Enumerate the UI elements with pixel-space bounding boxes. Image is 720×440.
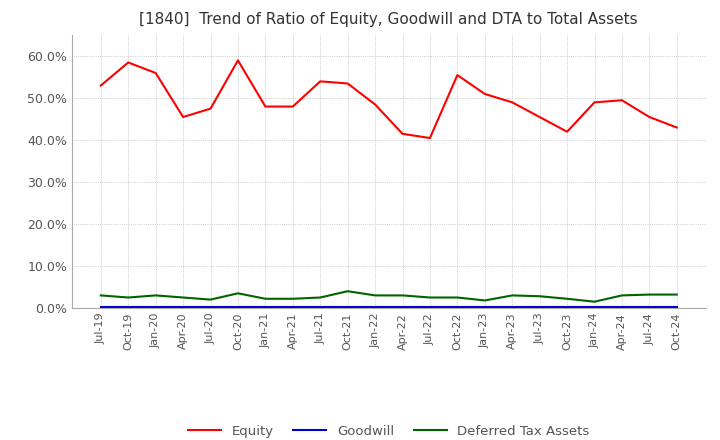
Equity — [453, 73, 462, 78]
Equity — [480, 92, 489, 97]
Deferred Tax Assets — [480, 298, 489, 303]
Goodwill — [480, 304, 489, 309]
Equity — [618, 98, 626, 103]
Equity — [343, 81, 352, 86]
Goodwill — [536, 304, 544, 309]
Goodwill — [590, 304, 599, 309]
Deferred Tax Assets — [124, 295, 132, 300]
Goodwill — [343, 304, 352, 309]
Goodwill — [453, 304, 462, 309]
Deferred Tax Assets — [453, 295, 462, 300]
Goodwill — [645, 304, 654, 309]
Goodwill — [426, 304, 434, 309]
Deferred Tax Assets — [536, 293, 544, 299]
Goodwill — [618, 304, 626, 309]
Equity — [590, 100, 599, 105]
Goodwill — [124, 304, 132, 309]
Goodwill — [179, 304, 187, 309]
Deferred Tax Assets — [179, 295, 187, 300]
Deferred Tax Assets — [618, 293, 626, 298]
Legend: Equity, Goodwill, Deferred Tax Assets: Equity, Goodwill, Deferred Tax Assets — [183, 420, 595, 440]
Line: Equity: Equity — [101, 60, 677, 138]
Goodwill — [206, 304, 215, 309]
Equity — [672, 125, 681, 130]
Goodwill — [151, 304, 160, 309]
Deferred Tax Assets — [371, 293, 379, 298]
Equity — [151, 70, 160, 76]
Goodwill — [508, 304, 516, 309]
Equity — [536, 114, 544, 120]
Deferred Tax Assets — [343, 289, 352, 294]
Deferred Tax Assets — [508, 293, 516, 298]
Deferred Tax Assets — [96, 293, 105, 298]
Deferred Tax Assets — [426, 295, 434, 300]
Equity — [261, 104, 270, 109]
Deferred Tax Assets — [151, 293, 160, 298]
Goodwill — [289, 304, 297, 309]
Equity — [233, 58, 242, 63]
Equity — [371, 102, 379, 107]
Goodwill — [261, 304, 270, 309]
Deferred Tax Assets — [233, 291, 242, 296]
Line: Deferred Tax Assets: Deferred Tax Assets — [101, 291, 677, 302]
Equity — [398, 131, 407, 136]
Deferred Tax Assets — [316, 295, 325, 300]
Goodwill — [672, 304, 681, 309]
Equity — [563, 129, 572, 134]
Equity — [508, 100, 516, 105]
Title: [1840]  Trend of Ratio of Equity, Goodwill and DTA to Total Assets: [1840] Trend of Ratio of Equity, Goodwil… — [140, 12, 638, 27]
Goodwill — [233, 304, 242, 309]
Deferred Tax Assets — [645, 292, 654, 297]
Equity — [426, 136, 434, 141]
Deferred Tax Assets — [261, 296, 270, 301]
Goodwill — [371, 304, 379, 309]
Deferred Tax Assets — [672, 292, 681, 297]
Goodwill — [563, 304, 572, 309]
Equity — [179, 114, 187, 120]
Deferred Tax Assets — [398, 293, 407, 298]
Goodwill — [398, 304, 407, 309]
Goodwill — [316, 304, 325, 309]
Equity — [96, 83, 105, 88]
Equity — [206, 106, 215, 111]
Deferred Tax Assets — [590, 299, 599, 304]
Deferred Tax Assets — [206, 297, 215, 302]
Equity — [645, 114, 654, 120]
Deferred Tax Assets — [563, 296, 572, 301]
Equity — [124, 60, 132, 65]
Equity — [289, 104, 297, 109]
Goodwill — [96, 304, 105, 309]
Equity — [316, 79, 325, 84]
Deferred Tax Assets — [289, 296, 297, 301]
